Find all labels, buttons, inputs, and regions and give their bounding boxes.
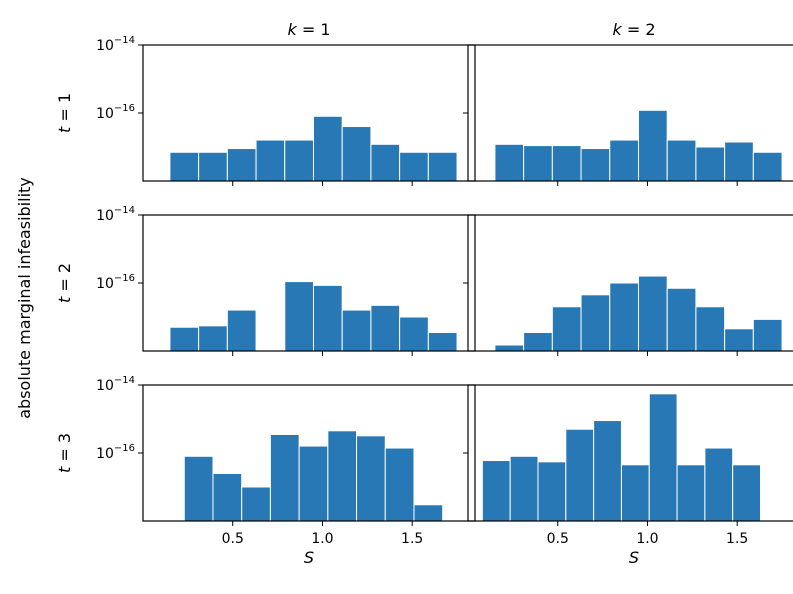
bar (284, 281, 314, 352)
bar (752, 151, 783, 182)
x-tick-label: 1.5 (726, 531, 748, 547)
bar (198, 151, 228, 182)
bar (637, 109, 668, 182)
y-tick-label: 10−14 (96, 205, 135, 224)
y-tick-label: 10−16 (96, 103, 135, 122)
y-tick-label: 10−16 (96, 273, 135, 292)
x-tick-label: 0.5 (222, 531, 244, 547)
bar (399, 316, 429, 352)
bar (537, 461, 567, 522)
bar (666, 287, 697, 352)
panel-t1-k1: 10−14 10−16 k = 1 t = 1 (55, 20, 476, 186)
bar (620, 464, 650, 522)
panel-t3-k1: 10−14 10−16 0.5 1.0 1.5 t = 3 S (55, 375, 476, 567)
bar (551, 145, 582, 182)
bar (169, 151, 200, 182)
bar (370, 304, 401, 352)
bar (593, 420, 622, 522)
bar (724, 328, 754, 352)
bar (695, 146, 726, 182)
row-title: t = 1 (55, 93, 74, 133)
bar (226, 148, 257, 182)
bar (523, 145, 553, 182)
bar (341, 126, 372, 182)
bar (580, 294, 611, 352)
bar (241, 486, 271, 522)
bar (312, 115, 343, 182)
x-tick-label: 0.5 (547, 531, 569, 547)
bar (370, 143, 401, 182)
panels: 10−14 10−16 k = 1 t = 1 k = 2 10−14 10−16 t = 2… (55, 20, 793, 567)
bar (399, 151, 429, 182)
bar (312, 284, 343, 352)
panel-t3-k2: 0.5 1.0 1.5 S (463, 384, 793, 567)
y-tick-label: 10−16 (96, 443, 135, 462)
panel-t2-k2 (463, 214, 793, 356)
bar (226, 309, 257, 352)
bar (413, 504, 444, 522)
x-tick-label: 1.5 (401, 531, 423, 547)
bar (494, 344, 525, 352)
bar (341, 309, 372, 352)
bar (298, 445, 329, 522)
bar (752, 318, 783, 352)
bar (384, 447, 415, 522)
bar (609, 139, 639, 182)
bar (732, 464, 762, 522)
panel-t2-k1: 10−14 10−16 t = 2 (55, 205, 476, 356)
bar (356, 435, 386, 522)
row-title: t = 3 (55, 433, 74, 473)
x-axis-label: S (304, 548, 314, 567)
bar (198, 325, 228, 352)
bar (481, 460, 511, 522)
bar (284, 139, 314, 182)
row-title: t = 2 (55, 263, 74, 303)
x-tick-label: 1.0 (311, 531, 333, 547)
y-tick-label: 10−14 (96, 375, 135, 394)
column-title: k = 1 (287, 20, 330, 39)
bar (427, 151, 458, 182)
bar (427, 332, 458, 352)
bar (551, 306, 582, 352)
bar (255, 139, 286, 182)
bar (676, 464, 706, 522)
bar (648, 393, 678, 522)
y-tick-label: 10−14 (96, 35, 135, 54)
bar (666, 139, 697, 182)
bar (609, 282, 639, 352)
y-axis-label: absolute marginal infeasibility (15, 177, 34, 419)
bar (212, 472, 243, 522)
bar (565, 428, 595, 522)
bar (523, 332, 553, 352)
bar (724, 141, 754, 182)
panel-t1-k2: k = 2 (463, 20, 793, 186)
bar (637, 275, 668, 352)
bar (509, 455, 539, 522)
bar (169, 326, 200, 352)
x-axis-label: S (629, 548, 639, 567)
bar (695, 306, 726, 352)
bar (580, 148, 611, 182)
x-tick-label: 1.0 (636, 531, 658, 547)
bar (269, 434, 300, 522)
bar (183, 455, 214, 522)
bar (327, 430, 358, 522)
bar (494, 143, 525, 182)
column-title: k = 2 (612, 20, 655, 39)
bar (704, 447, 734, 522)
